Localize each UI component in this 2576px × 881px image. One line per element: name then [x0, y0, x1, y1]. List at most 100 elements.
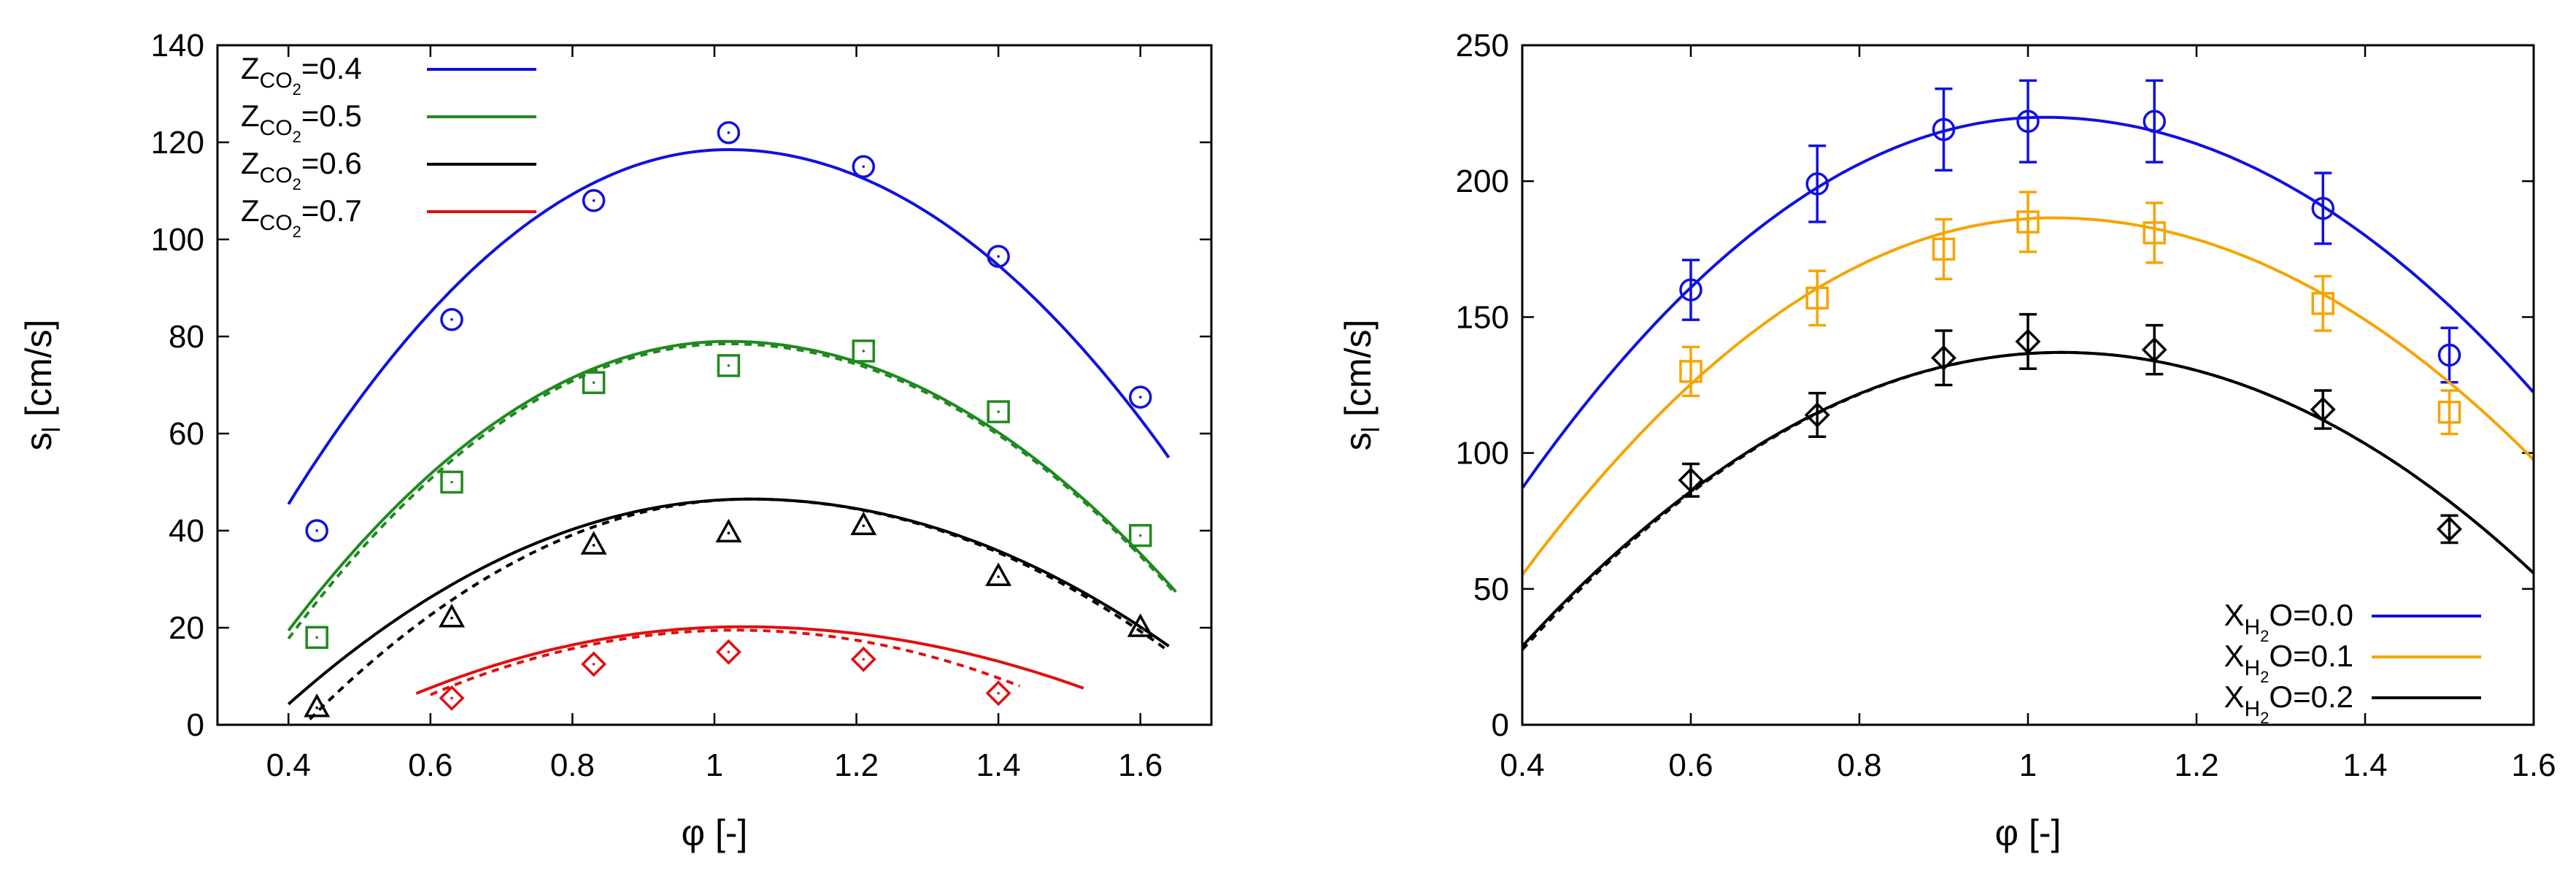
- x-tick-label: 1.2: [834, 747, 879, 783]
- data-point-triangle: [1127, 613, 1154, 637]
- series-Z_CO2=0.7: [415, 625, 1084, 711]
- legend-label: ZCO2=0.7: [241, 193, 362, 241]
- marker-center-dot: [2027, 220, 2029, 223]
- marker-center-dot: [2153, 348, 2156, 351]
- data-point-triangle: [304, 693, 331, 718]
- data-point-triangle: [580, 531, 607, 555]
- fit-curve: [1522, 350, 2534, 647]
- y-axis-label-sub: l: [1357, 427, 1385, 433]
- left-chart-panel: 0.4 0.6 0.8 1 1.2 1.4 1.6 0 20 40 60 80 100 120 140 φ […: [18, 28, 1213, 853]
- series-X_H2O=0.0: [1522, 79, 2534, 490]
- marker-center-dot: [2321, 408, 2325, 411]
- plot-frame: [216, 44, 1213, 726]
- x-tick-label: 1: [2019, 747, 2037, 783]
- plot-area: [1522, 79, 2534, 651]
- legend-label-pre: X: [2224, 639, 2244, 673]
- data-point-square: [2437, 400, 2461, 424]
- marker-center-dot: [727, 131, 730, 134]
- data-point-diamond: [1931, 345, 1956, 371]
- fit-curve-dashed: [430, 628, 1021, 696]
- legend-label: XH2O=0.2: [2224, 680, 2353, 727]
- legend-label-sub: CO: [260, 116, 293, 140]
- plot-frame: [1521, 44, 2535, 726]
- legend-label: XH2O=0.1: [2224, 639, 2353, 686]
- legend-label-post: =0.4: [301, 51, 362, 85]
- marker-center-dot: [450, 480, 453, 484]
- data-point-diamond: [2141, 336, 2167, 363]
- legend-label-subsub: 2: [2260, 709, 2269, 727]
- data-point-circle: [1128, 385, 1152, 409]
- y-axis-label-sub: l: [38, 427, 66, 433]
- data-point-square: [2016, 210, 2040, 234]
- fit-curve: [287, 339, 1177, 632]
- marker-center-dot: [2448, 410, 2451, 414]
- marker-center-dot: [1689, 370, 1692, 373]
- marker-center-dot: [997, 255, 1000, 258]
- data-point-square: [987, 400, 1010, 423]
- data-point-square: [582, 371, 606, 394]
- series-Z_CO2=0.4: [287, 120, 1171, 542]
- x-tick-label: 0.8: [1837, 747, 1881, 783]
- marker-center-dot: [450, 616, 453, 620]
- data-point-circle: [1932, 118, 1956, 142]
- marker-center-dot: [2321, 301, 2325, 305]
- marker-center-dot: [1816, 296, 1819, 300]
- marker-center-dot: [592, 381, 595, 384]
- legend-label-post: =0.7: [301, 193, 362, 228]
- legend-label-subsub: 2: [293, 80, 301, 99]
- data-point-triangle: [985, 562, 1012, 586]
- legend-label-sub: H: [2244, 697, 2260, 721]
- data-point-square: [305, 626, 328, 650]
- legend-label: XH2O=0.0: [2224, 598, 2353, 645]
- marker-center-dot: [315, 529, 319, 532]
- y-axis-label: sl [cm/s]: [18, 320, 66, 451]
- fit-curve: [415, 625, 1084, 695]
- x-axis-label: φ [-]: [682, 812, 748, 853]
- y-tick-label: 250: [1456, 28, 1509, 64]
- marker-center-dot: [727, 364, 730, 367]
- data-point-circle: [582, 189, 606, 212]
- legend-label-subsub: 2: [2260, 668, 2269, 686]
- marker-center-dot: [1942, 356, 1946, 360]
- x-tick-label: 0.8: [550, 747, 595, 783]
- x-tick-label: 0.4: [1500, 747, 1544, 783]
- marker-center-dot: [1816, 413, 1819, 417]
- marker-center-dot: [592, 663, 595, 666]
- x-tick-label: 1.6: [1118, 747, 1162, 783]
- legend-label: ZCO2=0.5: [241, 99, 362, 146]
- fit-curve: [287, 497, 1170, 706]
- marker-center-dot: [2153, 120, 2156, 123]
- legend-label: ZCO2=0.6: [241, 146, 362, 193]
- data-point-circle: [1679, 278, 1702, 301]
- y-tick-label: 100: [1456, 436, 1509, 472]
- legend-label-pre: Z: [241, 99, 260, 133]
- legend-label-subsub: 2: [293, 175, 301, 193]
- legend-label-sub: CO: [260, 211, 293, 235]
- data-point-square: [440, 470, 463, 494]
- data-point-triangle: [715, 518, 742, 543]
- data-point-square: [1679, 360, 1702, 383]
- data-point-square: [852, 339, 876, 363]
- x-tick-label: 1: [706, 747, 723, 783]
- data-point-square: [1805, 286, 1829, 310]
- marker-center-dot: [862, 658, 865, 661]
- data-point-diamond: [2310, 396, 2336, 423]
- series-Z_CO2=0.5: [287, 339, 1177, 650]
- data-point-diamond: [2015, 328, 2041, 355]
- data-point-square: [2311, 292, 2334, 315]
- data-point-square: [1128, 523, 1152, 547]
- marker-center-dot: [315, 636, 319, 639]
- legend-label-pre: X: [2224, 680, 2244, 714]
- plot-area: [287, 120, 1177, 720]
- x-tick-label: 0.6: [1668, 747, 1713, 783]
- data-point-circle: [305, 519, 328, 542]
- data-point-diamond: [581, 651, 607, 677]
- marker-center-dot: [1689, 479, 1692, 482]
- data-point-diamond: [439, 685, 465, 711]
- marker-center-dot: [2027, 120, 2029, 123]
- y-tick-label: 150: [1456, 299, 1509, 335]
- data-point-circle: [440, 307, 463, 331]
